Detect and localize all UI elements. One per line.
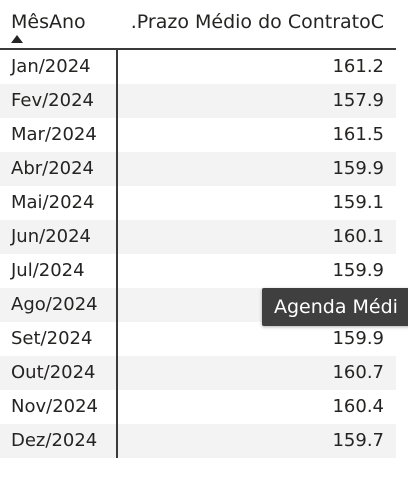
cell-month: Set/2024 — [11, 328, 93, 349]
cell-value: 157.9 — [332, 90, 384, 111]
cell-month: Mar/2024 — [11, 124, 97, 145]
column-header-mesano[interactable]: MêsAno — [11, 11, 86, 33]
cell-month: Jul/2024 — [11, 260, 85, 281]
cell-value: 159.9 — [332, 328, 384, 349]
cell-month: Out/2024 — [11, 362, 96, 383]
table-header: MêsAno .Prazo Médio do ContratoC — [0, 0, 396, 50]
table-row[interactable]: Abr/2024 159.9 — [0, 152, 396, 186]
cell-value: 161.5 — [332, 124, 384, 145]
table-row[interactable]: Nov/2024 160.4 — [0, 390, 396, 424]
cell-month: Ago/2024 — [11, 294, 98, 315]
cell-value: 159.9 — [332, 158, 384, 179]
table-row[interactable]: Set/2024 159.9 — [0, 322, 396, 356]
cell-value: 160.1 — [332, 226, 384, 247]
table-row[interactable]: Jul/2024 159.9 — [0, 254, 396, 288]
table-row[interactable]: Jan/2024 161.2 — [0, 50, 396, 84]
cell-value: 159.9 — [332, 260, 384, 281]
cell-value: 161.2 — [332, 56, 384, 77]
cell-month: Abr/2024 — [11, 158, 95, 179]
cell-value: 160.4 — [332, 396, 384, 417]
cell-value: 160.7 — [332, 362, 384, 383]
table-row[interactable]: Jun/2024 160.1 — [0, 220, 396, 254]
cell-month: Jun/2024 — [11, 226, 91, 247]
cell-month: Dez/2024 — [11, 430, 98, 451]
table-row[interactable]: Dez/2024 159.7 — [0, 424, 396, 458]
sort-ascending-icon[interactable] — [11, 35, 23, 43]
header-divider — [0, 48, 396, 50]
cell-month: Fev/2024 — [11, 90, 94, 111]
table-body: Jan/2024 161.2 Fev/2024 157.9 Mar/2024 1… — [0, 50, 396, 458]
cell-month: Mai/2024 — [11, 192, 95, 213]
cell-value: 159.1 — [332, 192, 384, 213]
table-row[interactable]: Mai/2024 159.1 — [0, 186, 396, 220]
cell-month: Nov/2024 — [11, 396, 99, 417]
matrix-table: MêsAno .Prazo Médio do ContratoC Jan/202… — [0, 0, 396, 458]
column-divider — [116, 50, 118, 458]
table-row[interactable]: Fev/2024 157.9 — [0, 84, 396, 118]
table-row[interactable]: Out/2024 160.7 — [0, 356, 396, 390]
column-header-prazo-medio[interactable]: .Prazo Médio do ContratoC — [130, 11, 384, 33]
cell-month: Jan/2024 — [11, 56, 91, 77]
table-row[interactable]: Mar/2024 161.5 — [0, 118, 396, 152]
cell-value: 159.7 — [332, 430, 384, 451]
tooltip: Agenda Médi — [262, 288, 408, 326]
